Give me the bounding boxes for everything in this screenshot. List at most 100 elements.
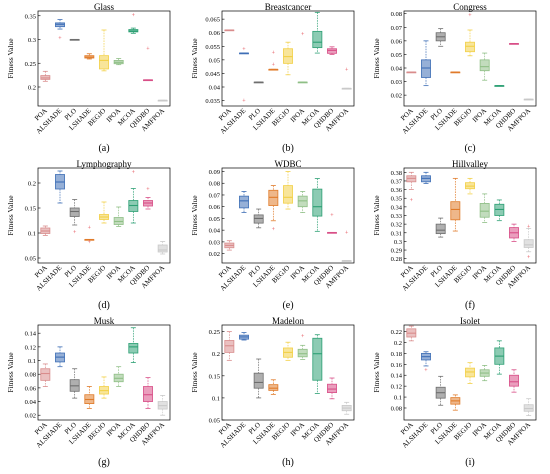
y-tick-label: 0.36 [391,187,403,194]
y-tick-label: 0.065 [205,17,220,24]
panel-label: (b) [282,143,294,154]
panel-label: (g) [98,457,110,468]
subplot-title: Breastcancer [265,2,311,12]
subplot-musk: Musk 0.02 0.04 0.06 0.08 0.1 0.12 0.14 Fitness V… [6,316,171,468]
y-tick-label: 0.07 [391,25,403,32]
subplot-title: Madelon [272,316,304,326]
axes-frame [403,324,537,421]
y-tick-label: 0.04 [209,85,221,92]
y-tick-label: 0.03 [209,239,220,246]
y-tick-label: 0.33 [391,213,402,220]
y-axis-label: Fitness Value [190,38,199,79]
panel-label: (d) [98,300,110,311]
outlier-marker: + [132,13,136,19]
box-begjo [99,55,109,70]
y-tick-label: 0.35 [391,196,402,203]
y-tick-label: 0.37 [391,178,403,185]
outlier-marker: + [88,240,92,246]
y-tick-label: 0.05 [25,256,36,263]
y-tick-label: 0.02 [25,413,36,420]
box-alshade [239,195,249,209]
y-axis-label: Fitness Value [190,352,199,393]
box-begjo [465,41,475,53]
box-poa [224,340,235,353]
y-tick-label: 0.035 [205,98,220,105]
box-qhdbo [327,383,337,394]
y-tick-label: 0.2 [28,181,36,188]
y-tick-label: 0.04 [209,228,221,235]
outlier-marker: + [330,213,334,219]
panel-label: (a) [98,143,109,154]
outlier-marker: + [272,227,276,233]
y-tick-label: 0.06 [209,30,221,37]
y-tick-label: 0.05 [209,216,220,223]
box-ipoa [297,195,308,208]
panel-label: (h) [282,457,294,468]
subplot-congress: Congress 0.02 0.03 0.04 0.05 0.06 0.07 0.08 Fitn… [372,2,537,154]
box-mcoa [128,343,139,354]
y-tick-label: 0.31 [391,230,402,237]
subplot-title: Isolet [460,316,480,326]
y-tick-label: 0.06 [25,385,37,392]
outlier-marker: + [527,255,531,261]
y-tick-label: 0.25 [25,61,36,68]
y-axis-label: Fitness Value [372,195,381,236]
box-plo [435,223,446,235]
y-axis-label: Fitness Value [6,352,15,393]
box-lshade [268,384,279,391]
y-tick-label: 0.15 [209,373,220,380]
box-mcoa [312,188,323,217]
box-plo [253,372,264,389]
y-tick-label: 0.1 [394,395,402,402]
y-tick-label: 0.2 [212,351,220,358]
y-axis-label: Fitness Value [190,195,199,236]
y-tick-label: 0.29 [391,248,402,255]
panel-label: (e) [282,300,293,311]
subplot-lymphography: Lymphography 0.05 0.1 0.15 0.2 Fitness Value +… [6,159,171,311]
outlier-marker: + [272,63,276,69]
subplot-title: Lymphography [77,159,132,169]
box-mcoa [312,30,323,49]
outlier-marker: + [242,99,246,105]
box-plo [69,207,80,217]
y-tick-label: 0.12 [391,384,402,391]
y-tick-label: 0.08 [209,181,220,188]
box-mcoa [312,337,323,381]
y-tick-label: 0.03 [391,79,402,86]
box-ipoa [479,59,490,72]
y-tick-label: 0.3 [28,37,36,44]
box-begjo [283,185,293,204]
y-tick-label: 0.06 [391,38,403,45]
outlier-marker: + [527,225,531,231]
subplot-isolet: Isolet 0.08 0.1 0.12 0.14 0.16 0.18 0.2 0.22 Fitn… [372,316,537,468]
box-lshade [268,189,279,206]
y-tick-label: 0.1 [212,395,220,402]
box-lshade [450,201,461,221]
outlier-marker: + [146,47,150,53]
subplot-title: Glass [94,2,114,12]
y-tick-label: 0.04 [391,66,403,73]
axes-frame [221,324,355,421]
y-tick-label: 0.08 [391,11,402,18]
y-tick-label: 0.1 [28,231,36,238]
y-tick-label: 0.09 [209,169,220,176]
y-tick-label: 0.1 [28,358,36,365]
subplot-breastcancer: Breastcancer 0.035 0.04 0.045 0.05 0.055 0.06 0… [190,2,355,154]
y-axis-label: Fitness Value [6,38,15,79]
outlier-marker: + [272,50,276,56]
y-tick-label: 0.3 [394,239,402,246]
outlier-marker: + [301,334,305,340]
box-ipoa [297,348,308,358]
y-tick-label: 0.05 [209,418,220,425]
subplot-title: WDBC [275,159,302,169]
y-tick-label: 0.02 [209,251,220,258]
outlier-marker: + [242,47,246,53]
box-qhdbo [143,386,153,402]
outlier-marker: + [301,32,305,38]
y-axis-label: Fitness Value [372,38,381,79]
subplot-wdbc: WDBC 0.02 0.03 0.04 0.05 0.06 0.07 0.08 0.09 Fitn… [190,159,355,311]
outlier-marker: + [424,368,428,374]
